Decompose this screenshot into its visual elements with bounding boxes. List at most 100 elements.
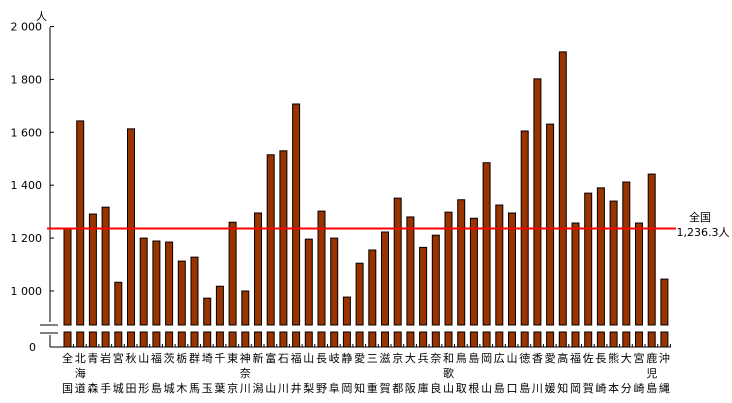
bar xyxy=(431,234,440,326)
bar-base xyxy=(342,331,351,348)
x-tick-label-char: 島 xyxy=(468,351,479,365)
x-tick-label-char: 城 xyxy=(113,382,124,395)
x-tick-label-char: 賀 xyxy=(583,382,594,395)
bar-base xyxy=(368,331,377,348)
x-tick-label-char: 徳 xyxy=(519,352,530,365)
bar xyxy=(533,78,542,326)
x-tick-label-char: 海 xyxy=(75,366,86,380)
x-tick-label-char: 庫 xyxy=(418,381,429,395)
bar-base xyxy=(215,331,224,348)
x-tick-label-char: 城 xyxy=(164,382,175,395)
bar xyxy=(63,227,72,326)
x-tick-label-char: 良 xyxy=(430,381,441,395)
x-tick-label-char: 手 xyxy=(100,381,111,395)
x-tick-label-char: 賀 xyxy=(380,382,391,395)
bar-base xyxy=(520,331,529,348)
bar xyxy=(127,128,135,326)
x-tick-label-char: 縄 xyxy=(659,381,670,395)
x-tick-label-char: 山 xyxy=(443,382,454,395)
x-tick-label-char: 兵 xyxy=(418,352,429,365)
x-tick-label-char: 北 xyxy=(75,352,86,365)
x-tick-label-char: 川 xyxy=(240,382,251,395)
x-tick-label-char: 分 xyxy=(621,382,632,395)
bar-base xyxy=(558,331,567,348)
bar xyxy=(101,206,110,326)
x-tick-label-char: 鹿 xyxy=(646,351,657,365)
x-tick-label-char: 大 xyxy=(405,351,416,365)
y-axis-label: 人 xyxy=(36,10,47,23)
bar xyxy=(647,173,656,326)
bar-base xyxy=(254,331,262,348)
bar xyxy=(139,237,148,326)
bar xyxy=(635,222,643,326)
bar xyxy=(419,246,428,326)
x-tick-label-char: 口 xyxy=(507,382,518,395)
x-tick-label-char: 島 xyxy=(151,381,162,395)
bar xyxy=(190,256,199,326)
x-tick-label-char: 岡 xyxy=(341,382,352,395)
bar xyxy=(76,120,85,326)
bar xyxy=(381,231,389,326)
reference-label: 全国 xyxy=(689,210,711,224)
x-tick-label-char: 川 xyxy=(532,382,543,395)
bar-base xyxy=(533,331,542,348)
bar-base xyxy=(469,331,478,348)
bar-base xyxy=(660,331,669,348)
x-tick-label-char: 奈 xyxy=(240,366,251,380)
x-tick-label-char: 京 xyxy=(227,381,238,395)
x-tick-label-char: 井 xyxy=(291,381,302,395)
x-tick-label-char: 山 xyxy=(138,352,149,365)
x-tick-label-char: 岡 xyxy=(481,352,492,365)
x-tick-label-char: 児 xyxy=(646,367,657,380)
bar-base xyxy=(190,331,199,348)
x-tick-label-char: 知 xyxy=(354,381,365,395)
y-tick-label: 1 400 xyxy=(11,179,43,192)
x-tick-label-char: 野 xyxy=(316,382,327,395)
bar xyxy=(266,154,275,326)
x-tick-label-char: 富 xyxy=(265,351,276,365)
bar xyxy=(342,296,351,326)
x-tick-label-char: 愛 xyxy=(545,352,556,365)
x-tick-label-char: 高 xyxy=(557,351,568,365)
x-tick-label-char: 川 xyxy=(278,382,289,395)
bar xyxy=(584,192,593,326)
x-tick-label-char: 馬 xyxy=(189,382,200,395)
x-tick-label-char: 潟 xyxy=(253,382,264,395)
bar-base xyxy=(406,331,415,348)
x-tick-label-char: 佐 xyxy=(583,351,594,365)
x-tick-label-char: 山 xyxy=(303,352,314,365)
x-tick-label-char: 国 xyxy=(62,382,73,395)
bar-base xyxy=(508,331,516,348)
bar-base xyxy=(292,331,301,348)
bar xyxy=(482,162,491,326)
bar-base xyxy=(266,331,275,348)
bar-base xyxy=(228,331,237,348)
x-tick-label-char: 長 xyxy=(316,352,327,365)
bar-base xyxy=(571,331,580,348)
x-tick-label-char: 滋 xyxy=(380,352,391,365)
bar-base xyxy=(495,331,504,348)
x-tick-label-char: 島 xyxy=(646,381,657,395)
x-tick-label-char: 宮 xyxy=(113,351,124,365)
bar-base xyxy=(647,331,656,348)
x-tick-label-char: 福 xyxy=(291,351,302,365)
x-tick-label-char: 森 xyxy=(87,381,98,395)
x-tick-label-char: 広 xyxy=(494,352,505,365)
bar-base xyxy=(431,331,440,348)
y-tick-label: 2 000 xyxy=(11,21,43,34)
y-tick-label: 1 600 xyxy=(11,126,43,139)
bar-base xyxy=(482,331,491,348)
bar xyxy=(469,217,478,326)
bar-base xyxy=(635,331,643,348)
x-tick-label-char: 鳥 xyxy=(456,351,467,365)
y-tick-label: 1 200 xyxy=(11,232,43,245)
bar xyxy=(622,181,631,326)
bar xyxy=(279,150,288,326)
bar xyxy=(393,197,402,326)
bar-base xyxy=(596,331,605,348)
x-tick-label-char: 群 xyxy=(189,351,200,365)
x-tick-label-char: 栃 xyxy=(176,351,187,365)
y-tick-label: 1 800 xyxy=(11,73,43,86)
bar-base xyxy=(63,331,72,348)
